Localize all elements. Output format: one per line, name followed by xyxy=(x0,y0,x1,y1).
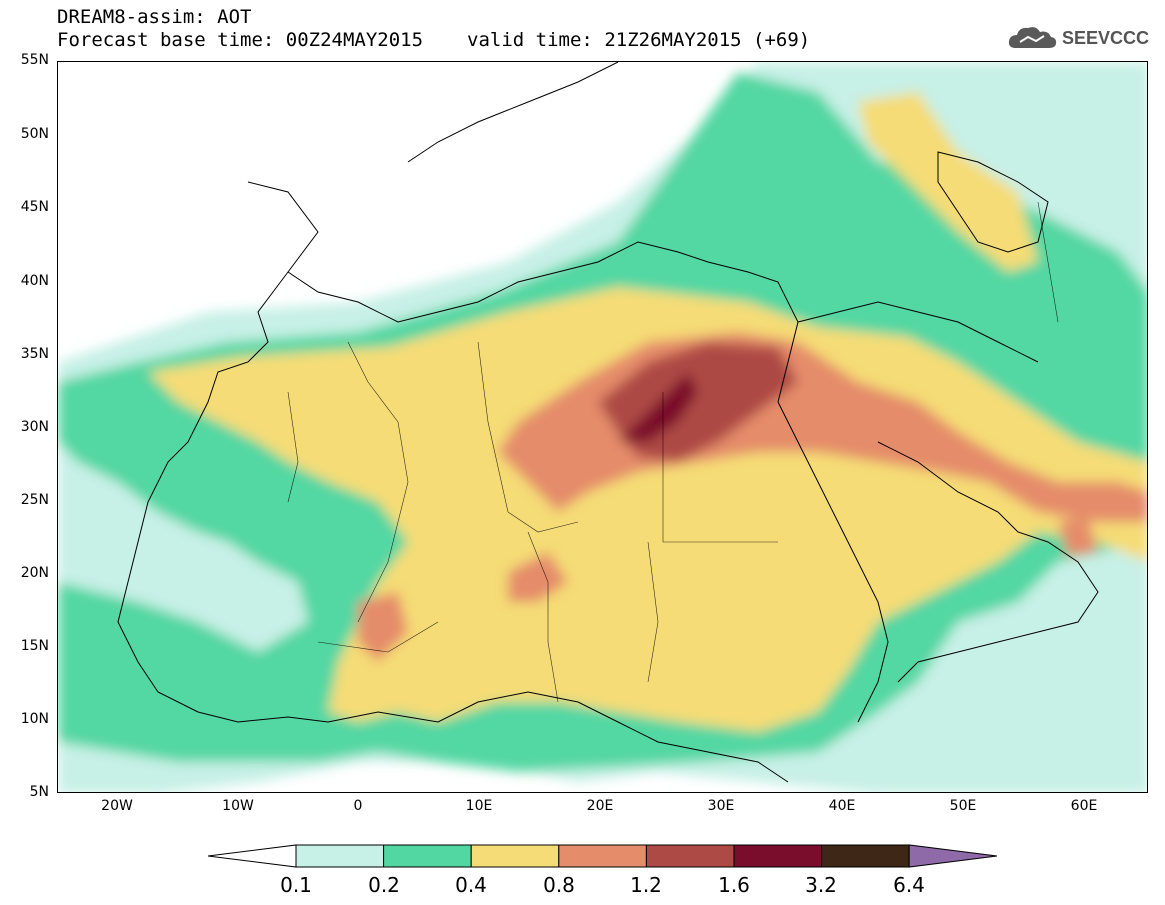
lon-label-20w: 20W xyxy=(101,798,133,814)
colorbar-segment-2 xyxy=(383,844,472,868)
lat-label-30n: 30N xyxy=(20,419,49,435)
lat-label-35n: 35N xyxy=(20,346,49,362)
seevccc-logo: SEEVCCC xyxy=(1006,24,1149,52)
lat-label-20n: 20N xyxy=(20,565,49,581)
colorbar-segment-1 xyxy=(295,844,385,868)
colorbar-over-arrow xyxy=(908,844,998,868)
lat-label-50n: 50N xyxy=(20,126,49,142)
aot-band-0.8-spot2 xyxy=(508,552,568,602)
lat-label-40n: 40N xyxy=(20,273,49,289)
title-line-1: DREAM8-assim: AOT xyxy=(57,6,252,28)
lat-label-5n: 5N xyxy=(29,784,49,800)
cloud-icon xyxy=(1008,27,1057,48)
map-title: DREAM8-assim: AOT Forecast base time: 00… xyxy=(57,6,810,52)
lat-label-25n: 25N xyxy=(20,492,49,508)
lon-label-60e: 60E xyxy=(1070,798,1098,814)
colorbar-label-6.4: 6.4 xyxy=(893,873,925,897)
title-line-2: Forecast base time: 00Z24MAY2015 valid ti… xyxy=(57,29,810,52)
colorbar-label-0.1: 0.1 xyxy=(280,873,312,897)
logo-text: SEEVCCC xyxy=(1061,27,1149,48)
lat-label-15n: 15N xyxy=(20,638,49,654)
colorbar-segment-4 xyxy=(558,844,647,868)
colorbar-label-1.2: 1.2 xyxy=(630,873,662,897)
lon-label-40e: 40E xyxy=(828,798,856,814)
lon-label-10e: 10E xyxy=(465,798,493,814)
aot-band-0.8-spot1 xyxy=(358,592,408,662)
lat-label-45n: 45N xyxy=(20,199,49,215)
colorbar-segment-7 xyxy=(821,844,910,868)
aot-map xyxy=(57,61,1148,793)
colorbar-segment-5 xyxy=(645,844,735,868)
forecast-base-time: Forecast base time: 00Z24MAY2015 xyxy=(57,29,424,51)
colorbar-label-3.2: 3.2 xyxy=(805,873,837,897)
colorbar-under-arrow xyxy=(208,844,297,868)
lon-label-0: 0 xyxy=(353,798,363,814)
valid-time: valid time: 21Z26MAY2015 (+69) xyxy=(467,29,811,51)
country-borders xyxy=(287,201,1059,703)
aot-band-0.4-north xyxy=(858,92,1038,272)
colorbar-segment-6 xyxy=(733,844,823,868)
aot-band-0.8-spot3 xyxy=(1058,517,1098,557)
colorbar-segment-3 xyxy=(470,844,560,868)
coastlines xyxy=(117,62,1099,783)
lon-label-30e: 30E xyxy=(707,798,735,814)
lat-label-10n: 10N xyxy=(20,711,49,727)
colorbar-label-0.2: 0.2 xyxy=(368,873,400,897)
lon-label-10w: 10W xyxy=(222,798,254,814)
lon-label-20e: 20E xyxy=(586,798,614,814)
lon-label-50e: 50E xyxy=(949,798,977,814)
aot-field xyxy=(58,62,1147,792)
colorbar-label-1.6: 1.6 xyxy=(718,873,750,897)
lat-label-55n: 55N xyxy=(20,52,49,68)
colorbar-label-0.4: 0.4 xyxy=(455,873,487,897)
colorbar-label-0.8: 0.8 xyxy=(543,873,575,897)
colorbar xyxy=(208,844,998,868)
aot-band-1.6 xyxy=(618,372,698,442)
